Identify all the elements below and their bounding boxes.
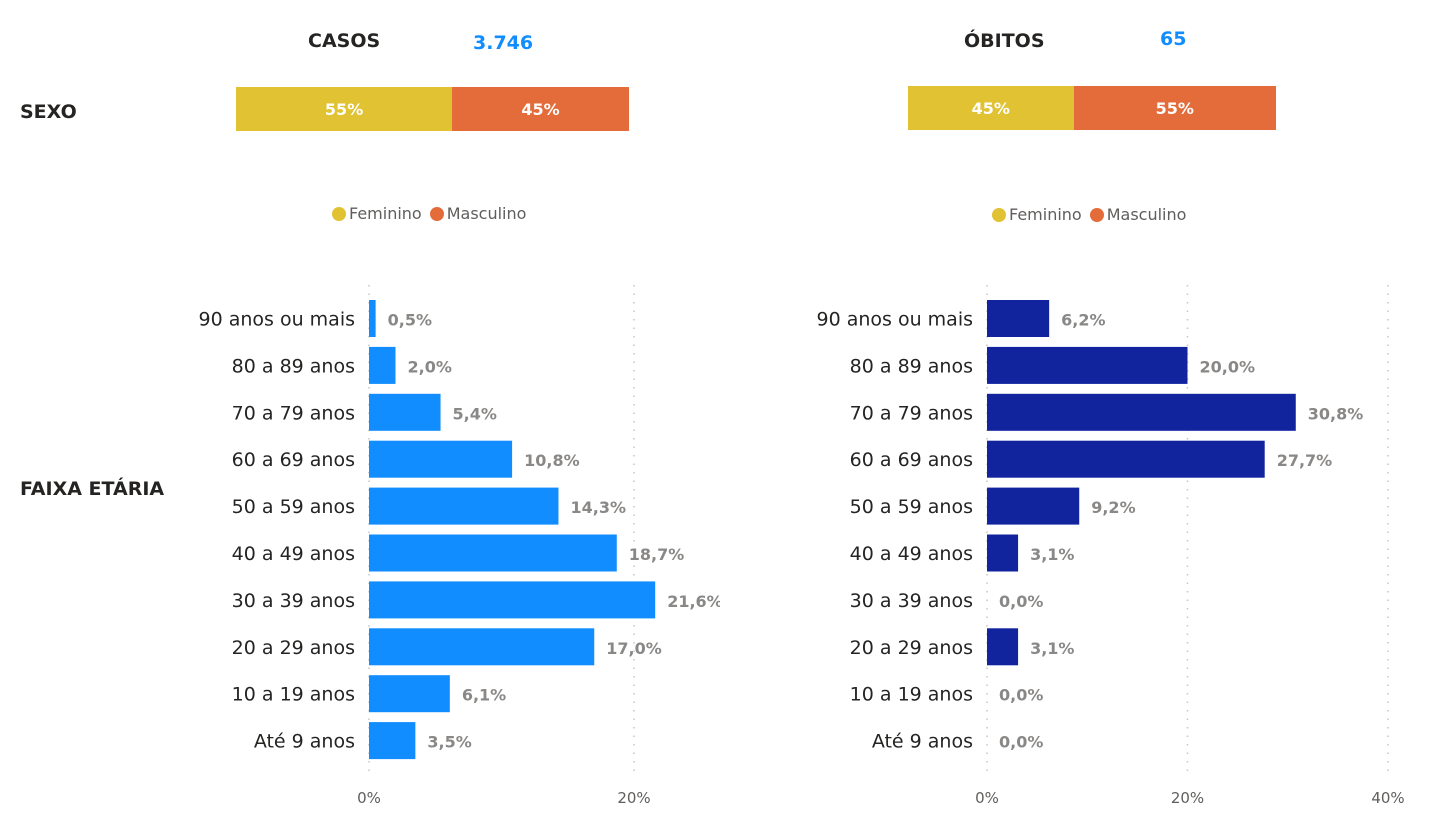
data-label: 17,0% [606,639,662,658]
feminino-dot-icon [992,207,1006,222]
bar[interactable] [369,393,441,431]
legend-label-masculino: Masculino [1106,205,1187,224]
data-label: 27,7% [1277,451,1333,470]
x-tick-label: 0% [975,789,999,807]
category-label: 80 a 89 anos [850,355,973,377]
masculino-dot-icon [1089,207,1104,222]
x-tick-label: 0% [357,789,381,807]
bar[interactable] [369,300,376,337]
legend-item-feminino[interactable]: Feminino [992,205,1082,224]
x-tick-label: 20% [617,789,650,807]
data-label: 5,4% [453,404,497,423]
bar[interactable] [369,487,559,525]
data-label: 3,1% [1030,545,1074,564]
casos-total: 3.746 [473,32,534,54]
legend-label-feminino: Feminino [349,204,422,223]
data-label: 18,7% [629,545,685,564]
category-label: 90 anos ou mais [199,309,356,331]
casos-sexo-stacked-bar: 55% 45% [236,87,629,131]
data-label: 20,0% [1200,357,1256,376]
data-label: 0,0% [999,686,1043,705]
bar[interactable] [987,300,1050,337]
casos-sexo-feminino-label: 55% [324,99,364,119]
obitos-sexo-feminino-segment[interactable]: 45% [908,86,1074,130]
casos-legend: Feminino Masculino [332,204,534,223]
category-label: 40 a 49 anos [850,543,973,565]
category-label: 50 a 59 anos [232,496,355,518]
category-label: 80 a 89 anos [232,355,355,377]
obitos-faixa-etaria-chart: 0% 20% 40% 90 anos ou mais 6,2% 80 a 89 anos 2… [817,285,1405,807]
bar[interactable] [987,393,1296,431]
sexo-section-label: SEXO [20,101,77,123]
obitos-total: 65 [1160,28,1187,50]
category-label: 10 a 19 anos [232,684,355,706]
bar[interactable] [987,346,1188,384]
casos-sexo-feminino-segment[interactable]: 55% [236,87,453,131]
feminino-dot-icon [332,206,346,221]
category-label: 70 a 79 anos [850,402,973,424]
bar[interactable] [369,346,396,384]
legend-item-masculino[interactable]: Masculino [429,204,527,223]
data-label: 21,6% [667,592,720,611]
category-label: Até 9 anos [254,731,355,753]
data-label: 0,0% [999,733,1043,752]
data-label: 6,1% [462,686,506,705]
legend-item-feminino[interactable]: Feminino [332,204,422,223]
category-label: 60 a 69 anos [232,449,355,471]
data-label: 14,3% [570,498,626,517]
category-label: 20 a 29 anos [850,637,973,659]
bar[interactable] [369,440,513,478]
obitos-sexo-masculino-label: 55% [1155,98,1194,118]
obitos-legend: Feminino Masculino [992,205,1194,224]
data-label: 0,5% [388,311,432,330]
casos-sexo-masculino-label: 45% [521,99,560,119]
obitos-sexo-stacked-bar: 45% 55% [908,86,1276,130]
data-label: 6,2% [1061,311,1105,330]
faixa-etaria-section-label: FAIXA ETÁRIA [20,478,165,500]
data-label: 2,0% [408,357,452,376]
bar[interactable] [369,534,617,572]
x-tick-label: 20% [1171,789,1204,807]
legend-label-masculino: Masculino [446,204,527,223]
category-label: 70 a 79 anos [232,402,355,424]
legend-item-masculino[interactable]: Masculino [1089,205,1187,224]
casos-sexo-masculino-segment[interactable]: 45% [452,87,629,131]
category-label: 90 anos ou mais [817,309,974,331]
bar[interactable] [369,581,656,619]
bar[interactable] [369,628,595,666]
x-tick-label: 40% [1371,789,1404,807]
category-label: 50 a 59 anos [850,496,973,518]
bar[interactable] [369,722,416,760]
category-label: 40 a 49 anos [232,543,355,565]
obitos-title: ÓBITOS [964,30,1045,52]
data-label: 0,0% [999,592,1043,611]
masculino-dot-icon [429,206,444,221]
category-label: 20 a 29 anos [232,637,355,659]
casos-faixa-etaria-chart: 0% 20% 90 anos ou mais 0,5% 80 a 89 anos 2,0%… [199,285,720,807]
casos-title: CASOS [308,30,381,52]
data-label: 10,8% [524,451,580,470]
category-label: 10 a 19 anos [850,684,973,706]
bar[interactable] [987,534,1019,572]
bar[interactable] [369,675,450,713]
bar[interactable] [987,440,1265,478]
data-label: 9,2% [1091,498,1135,517]
category-label: 30 a 39 anos [850,590,973,612]
obitos-sexo-masculino-segment[interactable]: 55% [1073,86,1276,130]
obitos-sexo-feminino-label: 45% [971,98,1010,118]
legend-label-feminino: Feminino [1009,205,1082,224]
category-label: Até 9 anos [872,731,973,753]
data-label: 30,8% [1308,404,1364,423]
data-label: 3,1% [1030,639,1074,658]
bar[interactable] [987,628,1019,666]
category-label: 60 a 69 anos [850,449,973,471]
data-label: 3,5% [427,733,471,752]
bar[interactable] [987,487,1080,525]
category-label: 30 a 39 anos [232,590,355,612]
